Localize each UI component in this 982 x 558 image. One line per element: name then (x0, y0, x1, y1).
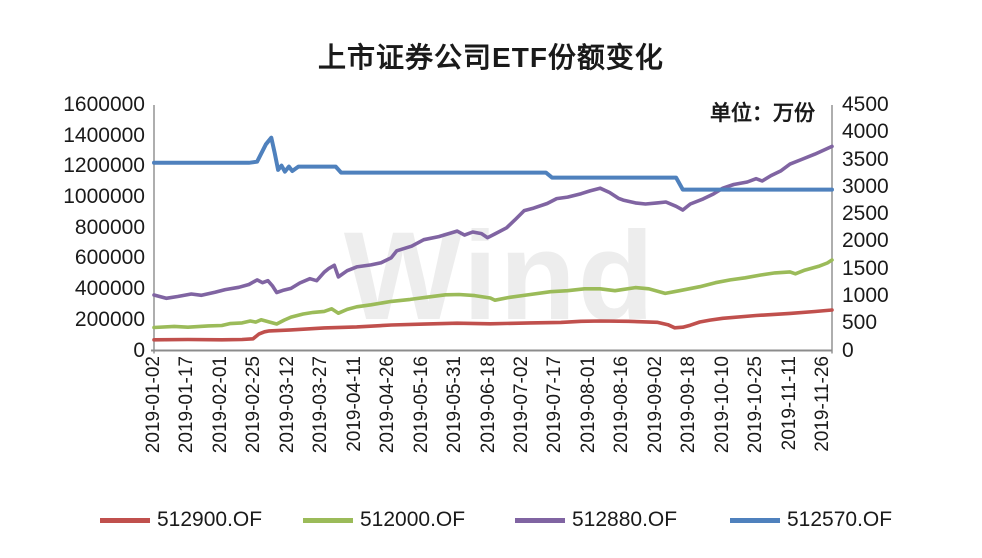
y-left-tick-label: 1000000 (63, 185, 145, 209)
x-tick-label: 2019-03-27 (310, 356, 332, 454)
y-right-tick-label: 1500 (842, 256, 889, 280)
y-left-tick-label: 800000 (74, 215, 145, 239)
x-tick-label: 2019-11-26 (812, 356, 833, 452)
x-tick-label: 2019-08-01 (577, 356, 599, 454)
x-tick-label: 2019-04-26 (377, 356, 399, 454)
y-right-tick-label: 2000 (842, 229, 889, 253)
legend: 512900.OF 512000.OF 512880.OF 512570.OF (0, 508, 982, 548)
y-right-tick-label: 4000 (842, 120, 889, 144)
y-left-tick-label: 400000 (74, 277, 145, 301)
y-left-tick-label: 1400000 (63, 123, 145, 147)
y-right-tick-label: 2500 (842, 202, 889, 226)
x-tick-label: 2019-01-17 (176, 356, 198, 454)
legend-label: 512880.OF (572, 508, 678, 531)
legend-line-marker (730, 517, 780, 523)
legend-line-marker (100, 517, 150, 523)
series-line-512000of (152, 258, 834, 330)
y-right-tick-label: 1000 (842, 283, 889, 307)
y-left-tick-label: 1200000 (63, 154, 145, 178)
series-line-512900of (152, 308, 834, 342)
x-tick-label: 2019-02-01 (209, 356, 231, 454)
x-tick-label: 2019-07-17 (544, 356, 566, 454)
y-right-tick-label: 4500 (842, 93, 889, 116)
x-tick-label: 2019-05-16 (410, 356, 432, 454)
legend-item-512880of: 512880.OF (515, 508, 677, 532)
x-tick-label: 2019-04-11 (343, 356, 365, 452)
x-tick-label: 2019-11-11 (778, 356, 800, 451)
y-left-tick-label: 0 (133, 338, 145, 362)
y-right-tick-label: 3500 (842, 147, 889, 171)
x-tick-label: 2019-07-02 (510, 356, 532, 454)
x-tick-label: 2019-02-25 (243, 356, 265, 454)
legend-line-marker (303, 517, 353, 523)
series-line-512570of (152, 135, 834, 192)
x-tick-label: 2019-05-31 (444, 356, 466, 454)
unit-label: 单位：万份 (710, 102, 815, 125)
legend-item-512000of: 512000.OF (303, 508, 465, 532)
x-tick-label: 2019-10-10 (711, 356, 733, 454)
chart-title: 上市证券公司ETF份额变化 (318, 42, 664, 73)
legend-label: 512000.OF (360, 508, 466, 531)
x-tick-label: 2019-06-18 (477, 356, 499, 454)
x-tick-label: 2019-03-12 (276, 356, 298, 454)
x-tick-label: 2019-01-02 (143, 356, 164, 454)
legend-item-512570of: 512570.OF (730, 508, 892, 532)
y-right-tick-label: 500 (842, 311, 878, 335)
x-tick-label: 2019-10-25 (745, 356, 767, 454)
y-right-tick-label: 3000 (842, 174, 889, 198)
legend-item-512900of: 512900.OF (100, 508, 262, 532)
legend-label: 512570.OF (787, 508, 893, 531)
x-tick-label: 2019-09-18 (678, 356, 700, 454)
legend-line-marker (515, 517, 565, 523)
y-right-tick-label: 0 (842, 338, 854, 362)
x-tick-label: 2019-08-16 (611, 356, 633, 454)
legend-label: 512900.OF (157, 508, 263, 531)
series-line-512880of (152, 144, 834, 301)
y-left-tick-label: 1600000 (63, 93, 145, 116)
x-tick-label: 2019-09-02 (644, 356, 666, 454)
y-left-tick-label: 600000 (74, 246, 145, 270)
y-left-tick-label: 200000 (74, 307, 145, 331)
